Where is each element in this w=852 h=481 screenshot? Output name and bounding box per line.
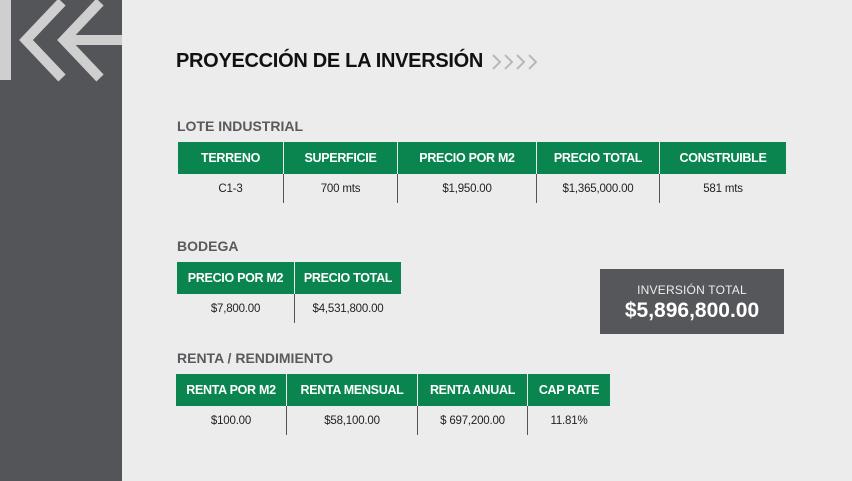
table-row: $7,800.00 $4,531,800.00 — [177, 294, 401, 323]
value-cell: 581 mts — [659, 174, 786, 203]
value-cell: $1,365,000.00 — [536, 174, 660, 203]
page-title: PROYECCIÓN DE LA INVERSIÓN — [176, 50, 543, 73]
value-cell: $ 697,200.00 — [417, 406, 528, 435]
investment-total-box: INVERSIÓN TOTAL $5,896,800.00 — [600, 269, 784, 334]
table-row: $100.00 $58,100.00 $ 697,200.00 11.81% — [176, 406, 610, 435]
header-cell: PRECIO POR M2 — [177, 262, 295, 294]
value-cell: $7,800.00 — [210, 302, 261, 315]
header-cell: SUPERFICIE — [283, 142, 398, 174]
value-cell: C1-3 — [218, 182, 243, 195]
table-row: C1-3 700 mts $1,950.00 $1,365,000.00 581… — [178, 174, 786, 203]
header-cell: RENTA MENSUAL — [286, 374, 418, 406]
header-cell: PRECIO TOTAL — [294, 262, 401, 294]
value-cell: $100.00 — [210, 414, 252, 427]
table-renta: RENTA POR M2 RENTA MENSUAL RENTA ANUAL C… — [176, 374, 610, 435]
header-cell: RENTA ANUAL — [417, 374, 528, 406]
chevrons-right-icon — [492, 53, 538, 70]
double-chevron-logo-icon — [0, 0, 122, 82]
investment-total-value: $5,896,800.00 — [624, 299, 760, 322]
section-label-bodega: BODEGA — [177, 238, 239, 254]
value-cell: $4,531,800.00 — [294, 294, 401, 323]
section-label-renta: RENTA / RENDIMIENTO — [177, 350, 334, 366]
header-cell: RENTA POR M2 — [176, 374, 287, 406]
section-label-lote: LOTE INDUSTRIAL — [177, 118, 303, 134]
table-bodega: PRECIO POR M2 PRECIO TOTAL $7,800.00 $4,… — [177, 262, 401, 323]
value-cell: 11.81% — [527, 406, 610, 435]
investment-total-label: INVERSIÓN TOTAL — [637, 283, 747, 297]
value-cell: $1,950.00 — [397, 174, 537, 203]
table-header-row: RENTA POR M2 RENTA MENSUAL RENTA ANUAL C… — [176, 374, 610, 406]
page-title-text: PROYECCIÓN DE LA INVERSIÓN — [176, 50, 484, 72]
header-cell: CAP RATE — [527, 374, 610, 406]
sidebar-panel — [0, 0, 122, 481]
header-cell: PRECIO TOTAL — [536, 142, 660, 174]
value-cell: 700 mts — [283, 174, 398, 203]
table-header-row: PRECIO POR M2 PRECIO TOTAL — [177, 262, 401, 294]
header-cell: TERRENO — [178, 142, 284, 174]
table-header-row: TERRENO SUPERFICIE PRECIO POR M2 PRECIO … — [178, 142, 786, 174]
table-lote: TERRENO SUPERFICIE PRECIO POR M2 PRECIO … — [178, 142, 786, 203]
header-cell: PRECIO POR M2 — [397, 142, 537, 174]
value-cell: $58,100.00 — [286, 406, 418, 435]
header-cell: CONSTRUIBLE — [659, 142, 786, 174]
